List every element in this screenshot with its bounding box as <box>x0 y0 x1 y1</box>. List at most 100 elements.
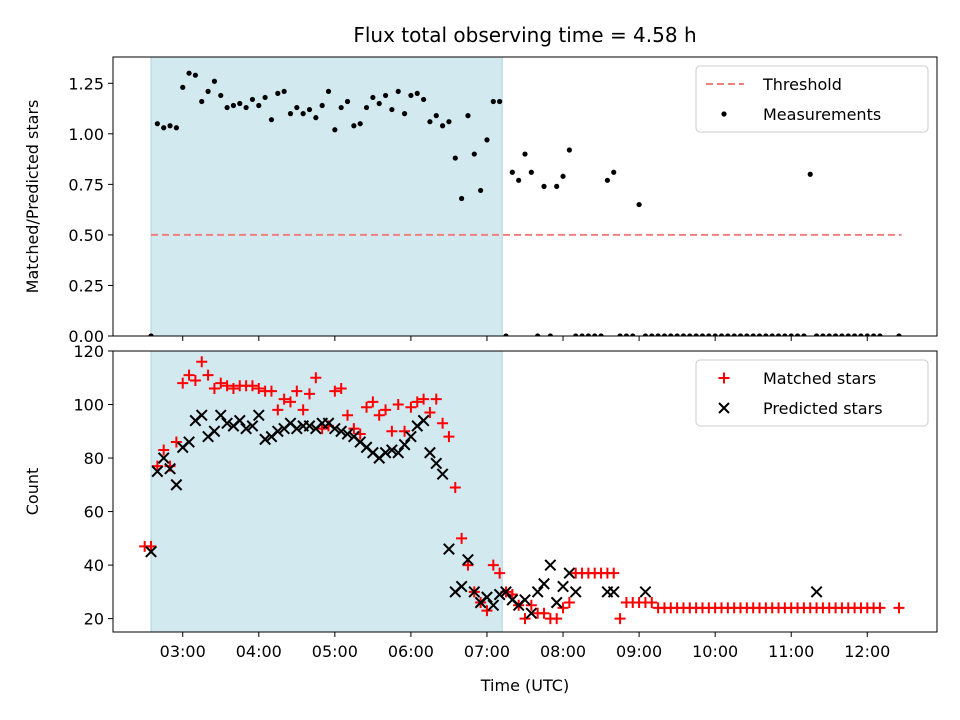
y-tick-label: 20 <box>84 610 104 629</box>
measurement-point <box>180 84 186 90</box>
matched-stars-point <box>348 423 360 435</box>
measurement-point <box>750 333 756 336</box>
measurement-point <box>401 111 408 117</box>
x-tick-label: 04:00 <box>236 642 282 661</box>
predicted-stars-point <box>430 457 443 470</box>
measurement-point <box>344 98 351 105</box>
measurement-point <box>598 333 604 336</box>
measurement-point <box>725 333 731 336</box>
measurement-point <box>807 171 813 177</box>
measurement-point <box>896 333 902 336</box>
predicted-stars-point <box>208 425 221 438</box>
predicted-stars-point <box>443 543 455 555</box>
measurement-point <box>420 96 427 103</box>
measurement-point <box>877 333 883 336</box>
matched-stars-point <box>608 567 620 579</box>
matched-stars-point <box>462 559 474 571</box>
measurement-point <box>763 333 769 336</box>
measurement-point <box>788 333 794 336</box>
measurement-point <box>535 333 541 336</box>
predicted-stars-point <box>462 553 474 566</box>
legend-box <box>695 359 929 427</box>
matched-stars-point <box>145 540 157 552</box>
predicted-stars-point <box>233 414 246 427</box>
measurement-point <box>408 92 414 99</box>
predicted-stars-point <box>544 559 557 572</box>
measurement-point <box>820 333 826 336</box>
predicted-stars-point <box>436 468 449 481</box>
predicted-stars-point <box>519 593 531 606</box>
matched-stars-point <box>430 393 442 405</box>
measurement-point <box>769 333 775 336</box>
matched-stars-point <box>265 385 277 397</box>
legend-predicted-stars-swatch <box>718 402 730 414</box>
measurement-point <box>294 104 300 111</box>
predicted-stars-point <box>405 430 417 443</box>
measurement-point <box>300 111 306 117</box>
predicted-stars-point <box>328 422 341 435</box>
matched-stars-point <box>380 404 392 416</box>
legend: Matched stars Predicted stars <box>695 359 929 427</box>
measurement-point <box>680 333 687 336</box>
measurement-point <box>281 88 287 94</box>
measurement-point <box>167 123 173 129</box>
matched-stars-point <box>411 396 423 408</box>
predicted-stars-point <box>385 444 398 456</box>
measurement-point <box>332 127 338 133</box>
predicted-stars-point <box>341 428 354 440</box>
predicted-stars-point <box>607 585 620 598</box>
matched-stars-point <box>456 532 468 544</box>
legend-threshold-label: Threshold <box>762 75 842 94</box>
measurement-point <box>237 100 243 107</box>
predicted-stars-point <box>164 462 176 475</box>
matched-stars-point <box>386 425 398 437</box>
measurement-point <box>585 333 591 336</box>
matched-stars-point <box>646 597 658 609</box>
matched-stars-point <box>278 393 290 405</box>
measurement-point <box>414 90 420 96</box>
matched-stars-point <box>538 607 550 619</box>
ratio-panel: 0.00 0.25 0.50 0.75 1.00 1.25 Matched/Predicte… <box>23 56 938 346</box>
matched-stars-point <box>310 372 322 384</box>
predicted-stars-point <box>639 585 652 598</box>
matched-stars-point <box>893 602 905 614</box>
measurement-point <box>509 169 515 175</box>
matched-stars-point <box>227 382 239 394</box>
measurement-point <box>230 102 237 109</box>
predicted-stars-point <box>290 422 303 435</box>
measurement-point <box>617 333 623 336</box>
measurement-point <box>211 78 218 84</box>
predicted-stars-point <box>557 580 569 593</box>
chart-title: Flux total observing time = 4.58 h <box>353 23 696 47</box>
matched-stars-point <box>449 481 461 493</box>
measurement-point <box>490 98 496 105</box>
matched-stars-point <box>373 409 385 421</box>
measurement-point <box>839 333 845 336</box>
matched-stars-point <box>874 602 886 614</box>
x-tick-label: 03:00 <box>160 642 206 661</box>
matched-stars-point <box>183 369 195 381</box>
measurement-point <box>864 333 870 336</box>
matched-stars-point <box>170 436 182 448</box>
matched-stars-point <box>367 396 379 408</box>
measurement-point <box>636 201 642 208</box>
predicted-stars-point <box>183 436 195 448</box>
y-tick-label: 120 <box>73 342 104 361</box>
measurement-point <box>161 125 167 131</box>
y-tick-label: 40 <box>84 556 104 575</box>
predicted-stars-point <box>481 591 493 604</box>
predicted-stars-point <box>398 438 411 451</box>
measurement-point <box>325 88 332 94</box>
matched-stars-point <box>329 385 341 397</box>
measurement-point <box>611 169 617 175</box>
predicted-stars-point <box>493 588 506 601</box>
measurement-point <box>313 115 319 121</box>
predicted-stars-point <box>538 577 550 590</box>
measurement-point <box>395 88 401 94</box>
legend-box <box>695 65 929 133</box>
matched-stars-point <box>361 401 373 413</box>
measurement-point <box>649 333 655 336</box>
y-tick-label: 100 <box>73 396 104 415</box>
measurement-point <box>363 104 370 111</box>
predicted-stars-point <box>455 580 468 593</box>
